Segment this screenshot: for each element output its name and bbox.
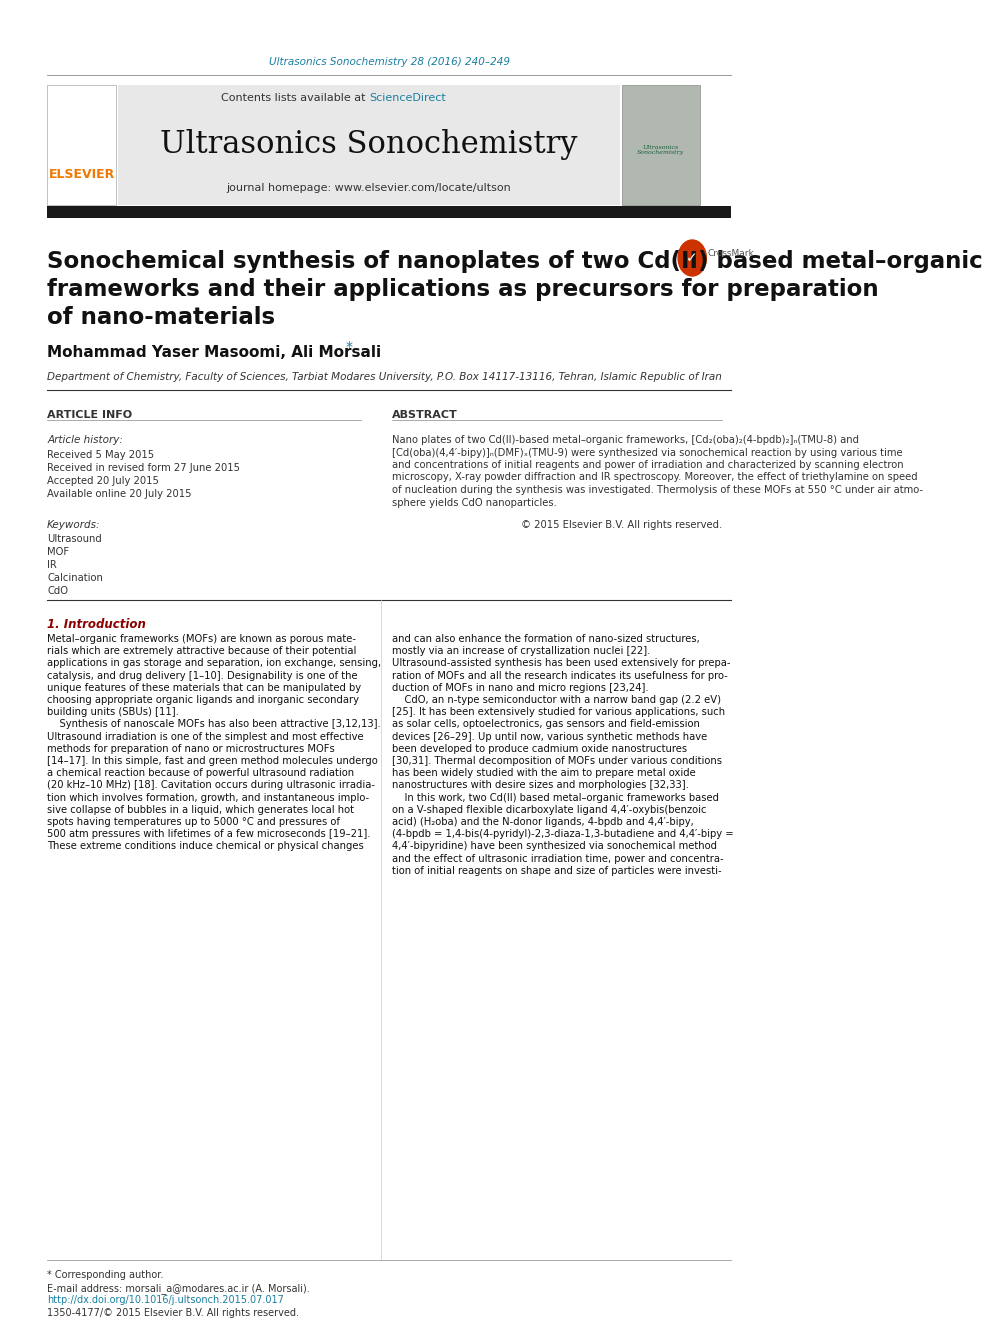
- Text: *: *: [345, 340, 352, 355]
- Text: CrossMark: CrossMark: [708, 250, 755, 258]
- Text: journal homepage: www.elsevier.com/locate/ultson: journal homepage: www.elsevier.com/locat…: [226, 183, 511, 193]
- Text: Ultrasonics Sonochemistry: Ultrasonics Sonochemistry: [160, 130, 577, 160]
- Text: Metal–organic frameworks (MOFs) are known as porous mate-: Metal–organic frameworks (MOFs) are know…: [47, 634, 356, 644]
- Text: Ultrasound: Ultrasound: [47, 534, 102, 544]
- Text: and the effect of ultrasonic irradiation time, power and concentra-: and the effect of ultrasonic irradiation…: [393, 853, 724, 864]
- Text: [30,31]. Thermal decomposition of MOFs under various conditions: [30,31]. Thermal decomposition of MOFs u…: [393, 755, 722, 766]
- Text: mostly via an increase of crystallization nuclei [22].: mostly via an increase of crystallizatio…: [393, 646, 651, 656]
- Text: choosing appropriate organic ligands and inorganic secondary: choosing appropriate organic ligands and…: [47, 695, 359, 705]
- Text: Keywords:: Keywords:: [47, 520, 100, 531]
- Text: acid) (H₂oba) and the N-donor ligands, 4-bpdb and 4,4′-bipy,: acid) (H₂oba) and the N-donor ligands, 4…: [393, 818, 694, 827]
- Text: 1. Introduction: 1. Introduction: [47, 618, 146, 631]
- Text: Received 5 May 2015: Received 5 May 2015: [47, 450, 154, 460]
- Text: methods for preparation of nano or microstructures MOFs: methods for preparation of nano or micro…: [47, 744, 335, 754]
- Text: as solar cells, optoelectronics, gas sensors and field-emission: as solar cells, optoelectronics, gas sen…: [393, 720, 700, 729]
- Text: * Corresponding author.: * Corresponding author.: [47, 1270, 164, 1279]
- Text: sive collapse of bubbles in a liquid, which generates local hot: sive collapse of bubbles in a liquid, wh…: [47, 804, 354, 815]
- Text: ScienceDirect: ScienceDirect: [369, 93, 445, 103]
- Text: MOF: MOF: [47, 546, 69, 557]
- Text: microscopy, X-ray powder diffraction and IR spectroscopy. Moreover, the effect o: microscopy, X-ray powder diffraction and…: [393, 472, 918, 483]
- Text: 4,4′-bipyridine) have been synthesized via sonochemical method: 4,4′-bipyridine) have been synthesized v…: [393, 841, 717, 852]
- Text: [14–17]. In this simple, fast and green method molecules undergo: [14–17]. In this simple, fast and green …: [47, 755, 378, 766]
- Text: In this work, two Cd(II) based metal–organic frameworks based: In this work, two Cd(II) based metal–org…: [393, 792, 719, 803]
- Circle shape: [679, 239, 706, 277]
- Text: and concentrations of initial reagents and power of irradiation and characterize: and concentrations of initial reagents a…: [393, 460, 904, 470]
- Text: Available online 20 July 2015: Available online 20 July 2015: [47, 490, 191, 499]
- Text: a chemical reaction because of powerful ultrasound radiation: a chemical reaction because of powerful …: [47, 769, 354, 778]
- Text: CdO: CdO: [47, 586, 68, 595]
- Text: Mohammad Yaser Masoomi, Ali Morsali: Mohammad Yaser Masoomi, Ali Morsali: [47, 345, 381, 360]
- Text: tion of initial reagents on shape and size of particles were investi-: tion of initial reagents on shape and si…: [393, 865, 722, 876]
- Text: Ultrasound irradiation is one of the simplest and most effective: Ultrasound irradiation is one of the sim…: [47, 732, 364, 742]
- Text: and can also enhance the formation of nano-sized structures,: and can also enhance the formation of na…: [393, 634, 700, 644]
- Text: Ultrasound-assisted synthesis has been used extensively for prepa-: Ultrasound-assisted synthesis has been u…: [393, 659, 731, 668]
- Text: 1350-4177/© 2015 Elsevier B.V. All rights reserved.: 1350-4177/© 2015 Elsevier B.V. All right…: [47, 1308, 300, 1318]
- Text: nanostructures with desire sizes and morphologies [32,33].: nanostructures with desire sizes and mor…: [393, 781, 689, 790]
- Text: ELSEVIER: ELSEVIER: [49, 168, 115, 181]
- Text: rials which are extremely attractive because of their potential: rials which are extremely attractive bec…: [47, 646, 356, 656]
- Text: Accepted 20 July 2015: Accepted 20 July 2015: [47, 476, 159, 486]
- Text: sphere yields CdO nanoparticles.: sphere yields CdO nanoparticles.: [393, 497, 558, 508]
- Text: (4-bpdb = 1,4-bis(4-pyridyl)-2,3-diaza-1,3-butadiene and 4,4′-bipy =: (4-bpdb = 1,4-bis(4-pyridyl)-2,3-diaza-1…: [393, 830, 734, 839]
- Text: These extreme conditions induce chemical or physical changes: These extreme conditions induce chemical…: [47, 841, 364, 852]
- Text: © 2015 Elsevier B.V. All rights reserved.: © 2015 Elsevier B.V. All rights reserved…: [521, 520, 722, 531]
- Text: spots having temperatures up to 5000 °C and pressures of: spots having temperatures up to 5000 °C …: [47, 818, 340, 827]
- FancyBboxPatch shape: [47, 85, 116, 205]
- Text: applications in gas storage and separation, ion exchange, sensing,: applications in gas storage and separati…: [47, 659, 381, 668]
- Text: devices [26–29]. Up until now, various synthetic methods have: devices [26–29]. Up until now, various s…: [393, 732, 707, 742]
- Text: Ultrasonics
Sonochemistry: Ultrasonics Sonochemistry: [637, 144, 684, 155]
- Text: unique features of these materials that can be manipulated by: unique features of these materials that …: [47, 683, 361, 693]
- Text: http://dx.doi.org/10.1016/j.ultsonch.2015.07.017: http://dx.doi.org/10.1016/j.ultsonch.201…: [47, 1295, 284, 1304]
- Text: [25]. It has been extensively studied for various applications, such: [25]. It has been extensively studied fo…: [393, 708, 725, 717]
- Text: duction of MOFs in nano and micro regions [23,24].: duction of MOFs in nano and micro region…: [393, 683, 649, 693]
- Text: Calcination: Calcination: [47, 573, 103, 583]
- Text: tion which involves formation, growth, and instantaneous implo-: tion which involves formation, growth, a…: [47, 792, 369, 803]
- Bar: [47, 206, 731, 218]
- Text: on a V-shaped flexible dicarboxylate ligand 4,4′-oxybis(benzoic: on a V-shaped flexible dicarboxylate lig…: [393, 804, 707, 815]
- Text: Article history:: Article history:: [47, 435, 123, 445]
- Text: Department of Chemistry, Faculty of Sciences, Tarbiat Modares University, P.O. B: Department of Chemistry, Faculty of Scie…: [47, 372, 722, 382]
- Text: catalysis, and drug delivery [1–10]. Designability is one of the: catalysis, and drug delivery [1–10]. Des…: [47, 671, 358, 680]
- Text: E-mail address: morsali_a@modares.ac.ir (A. Morsali).: E-mail address: morsali_a@modares.ac.ir …: [47, 1283, 310, 1294]
- Text: frameworks and their applications as precursors for preparation: frameworks and their applications as pre…: [47, 278, 879, 302]
- Text: Sonochemical synthesis of nanoplates of two Cd(II) based metal–organic: Sonochemical synthesis of nanoplates of …: [47, 250, 983, 273]
- Text: Received in revised form 27 June 2015: Received in revised form 27 June 2015: [47, 463, 240, 474]
- Text: IR: IR: [47, 560, 57, 570]
- Text: Contents lists available at: Contents lists available at: [221, 93, 369, 103]
- Text: CdO, an n-type semiconductor with a narrow band gap (2.2 eV): CdO, an n-type semiconductor with a narr…: [393, 695, 721, 705]
- Text: has been widely studied with the aim to prepare metal oxide: has been widely studied with the aim to …: [393, 769, 696, 778]
- Text: ABSTRACT: ABSTRACT: [393, 410, 458, 419]
- Text: of nano-materials: of nano-materials: [47, 306, 275, 329]
- Text: Synthesis of nanoscale MOFs has also been attractive [3,12,13].: Synthesis of nanoscale MOFs has also bee…: [47, 720, 381, 729]
- Text: Ultrasonics Sonochemistry 28 (2016) 240–249: Ultrasonics Sonochemistry 28 (2016) 240–…: [269, 57, 510, 67]
- Text: 500 atm pressures with lifetimes of a few microseconds [19–21].: 500 atm pressures with lifetimes of a fe…: [47, 830, 371, 839]
- FancyBboxPatch shape: [622, 85, 700, 205]
- FancyBboxPatch shape: [118, 85, 620, 205]
- Text: of nucleation during the synthesis was investigated. Thermolysis of these MOFs a: of nucleation during the synthesis was i…: [393, 486, 924, 495]
- Text: been developed to produce cadmium oxide nanostructures: been developed to produce cadmium oxide …: [393, 744, 687, 754]
- Text: building units (SBUs) [11].: building units (SBUs) [11].: [47, 708, 179, 717]
- Text: (20 kHz–10 MHz) [18]. Cavitation occurs during ultrasonic irradia-: (20 kHz–10 MHz) [18]. Cavitation occurs …: [47, 781, 375, 790]
- Text: Nano plates of two Cd(II)-based metal–organic frameworks, [Cd₂(oba)₂(4-bpdb)₂]ₙ(: Nano plates of two Cd(II)-based metal–or…: [393, 435, 859, 445]
- Text: ✓: ✓: [686, 251, 698, 265]
- Text: ration of MOFs and all the research indicates its usefulness for pro-: ration of MOFs and all the research indi…: [393, 671, 728, 680]
- Text: ARTICLE INFO: ARTICLE INFO: [47, 410, 132, 419]
- Text: [Cd(oba)(4,4′-bipy)]ₙ(DMF)ₓ(TMU-9) were synthesized via sonochemical reaction by: [Cd(oba)(4,4′-bipy)]ₙ(DMF)ₓ(TMU-9) were …: [393, 447, 903, 458]
